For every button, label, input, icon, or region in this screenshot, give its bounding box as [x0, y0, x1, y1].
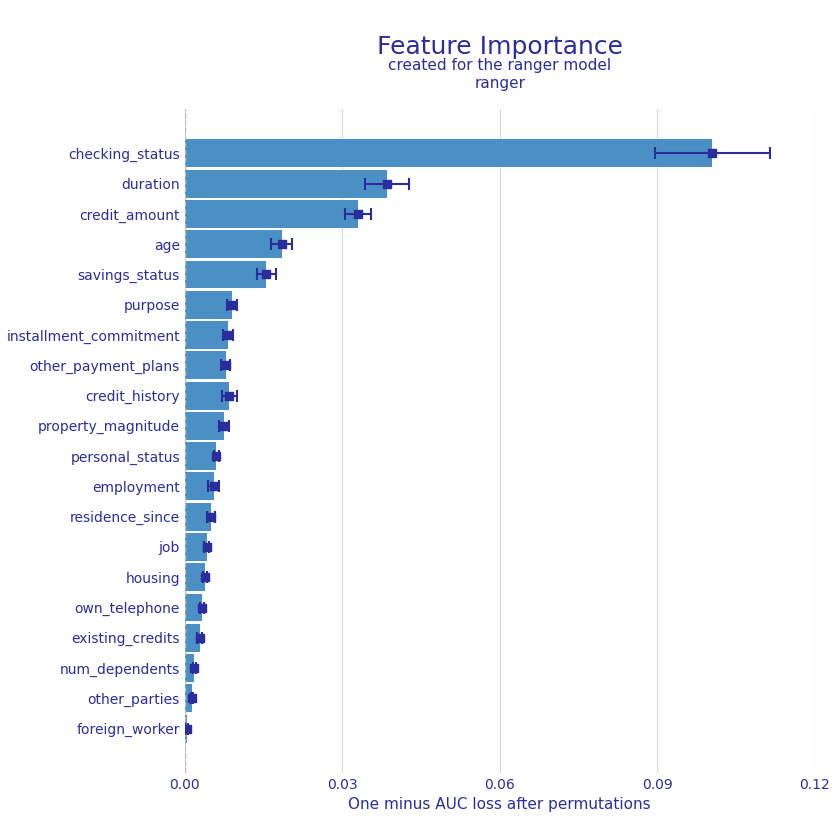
Point	[187, 661, 201, 675]
Bar	[185, 654, 194, 682]
Point	[185, 691, 198, 705]
Point	[225, 298, 239, 312]
Bar	[185, 412, 224, 440]
Bar	[185, 624, 200, 652]
Text: ranger: ranger	[475, 76, 525, 91]
Bar	[185, 170, 387, 197]
Point	[260, 268, 273, 281]
X-axis label: One minus AUC loss after permutations: One minus AUC loss after permutations	[349, 797, 651, 812]
Bar	[185, 715, 187, 743]
Point	[219, 359, 233, 372]
Point	[204, 510, 218, 523]
Bar	[185, 503, 211, 531]
Point	[207, 480, 220, 493]
Point	[223, 389, 236, 402]
Bar	[185, 139, 712, 167]
Bar	[185, 200, 358, 228]
Point	[351, 207, 365, 221]
Bar	[185, 351, 226, 379]
Bar	[185, 564, 205, 591]
Point	[276, 238, 289, 251]
Point	[193, 631, 207, 644]
Bar	[185, 594, 202, 622]
Bar	[185, 321, 228, 349]
Bar	[185, 533, 207, 561]
Point	[218, 419, 231, 433]
Point	[381, 177, 394, 191]
Text: created for the ranger model: created for the ranger model	[388, 58, 612, 73]
Point	[706, 146, 719, 160]
Point	[195, 601, 208, 614]
Point	[181, 722, 194, 736]
Point	[210, 449, 223, 463]
Bar	[185, 442, 217, 470]
Point	[200, 540, 213, 554]
Bar	[185, 472, 213, 501]
Bar	[185, 260, 266, 288]
Bar	[185, 230, 282, 258]
Bar	[185, 381, 229, 410]
Title: Feature Importance: Feature Importance	[377, 34, 622, 59]
Bar	[185, 685, 192, 712]
Point	[198, 570, 212, 584]
Point	[221, 328, 234, 342]
Bar	[185, 291, 232, 318]
